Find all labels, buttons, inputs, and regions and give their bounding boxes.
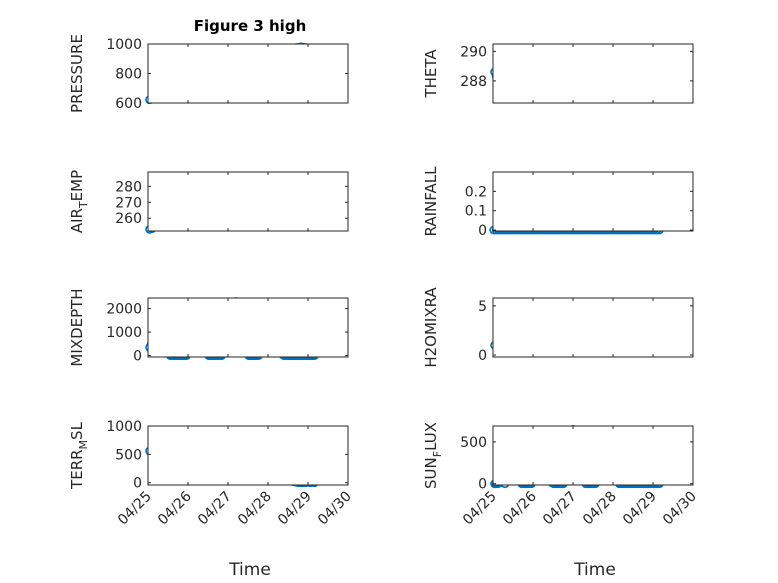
- y-tick-label: 0.2: [465, 184, 487, 200]
- axes-frame: [147, 297, 349, 358]
- y-tick-label: 2000: [106, 302, 142, 318]
- y-tick-label: 288: [460, 74, 487, 90]
- y-tick-label: 5: [478, 299, 487, 315]
- y-axis-label-part: SUN: [422, 457, 440, 489]
- figure-title: Figure 3 high: [194, 17, 307, 35]
- y-axis-label: THETA: [422, 49, 440, 99]
- y-tick-label: 0: [478, 348, 487, 364]
- y-tick-label: 500: [115, 447, 142, 463]
- y-tick-label: 500: [460, 435, 487, 451]
- y-axis-label: RAINFALL: [422, 166, 440, 237]
- y-tick-label: 290: [460, 44, 487, 60]
- y-axis-label-subscript: M: [77, 440, 90, 450]
- y-tick-label: 260: [115, 211, 142, 227]
- y-tick-label: 280: [115, 179, 142, 195]
- y-tick-label: 1000: [106, 37, 142, 53]
- y-axis-label: PRESSURE: [68, 34, 86, 113]
- y-tick-label: 0: [478, 223, 487, 239]
- subplot-h2omixra: 0 5 H2OMIXRA: [422, 287, 694, 368]
- x-axis-label-right: Time: [573, 560, 616, 580]
- axes-frame: [492, 171, 694, 232]
- y-tick-label: 270: [115, 195, 142, 211]
- y-axis-label-part: SL: [68, 421, 86, 440]
- y-tick-label: 800: [115, 67, 142, 83]
- y-axis-label-part: LUX: [422, 422, 440, 451]
- y-axis-label: AIRTEMP: [68, 170, 90, 233]
- subplot-theta: 288 290 THETA: [422, 43, 694, 104]
- subplot-rainfall: 0 0.1 0.2 RAINFALL: [422, 166, 694, 239]
- axes-frame: [492, 297, 694, 358]
- y-tick-label: 0: [133, 476, 142, 492]
- y-axis-label-part: EMP: [68, 170, 86, 201]
- axes-frame: [147, 171, 349, 232]
- subplot-mixdepth: 0 1000 2000 MIXDEPTH: [68, 288, 349, 367]
- y-axis-label-subscript: T: [77, 201, 90, 209]
- y-tick-label: 0: [133, 349, 142, 365]
- y-axis-label: H2OMIXRA: [422, 287, 440, 368]
- y-axis-label-part: AIR: [68, 208, 86, 233]
- y-tick-label: 600: [115, 96, 142, 112]
- x-axis-label-left: Time: [228, 560, 271, 580]
- subplot-pressure: 600 800 1000 PRESSURE: [68, 34, 349, 113]
- y-tick-label: 1000: [106, 419, 142, 435]
- y-axis-label: TERRMSL: [68, 421, 90, 490]
- y-tick-label: 0.1: [465, 204, 487, 220]
- y-axis-label: SUNFLUX: [422, 422, 444, 489]
- axes-frame: [492, 43, 694, 104]
- axes-frame: [147, 43, 349, 104]
- y-axis-label: MIXDEPTH: [68, 288, 86, 366]
- y-tick-label: 0: [478, 477, 487, 493]
- y-axis-label-part: TERR: [68, 449, 86, 490]
- y-tick-label: 1000: [106, 325, 142, 341]
- axes-frame: [492, 425, 694, 486]
- y-axis-label-subscript: F: [431, 451, 444, 457]
- axes-frame: [147, 425, 349, 486]
